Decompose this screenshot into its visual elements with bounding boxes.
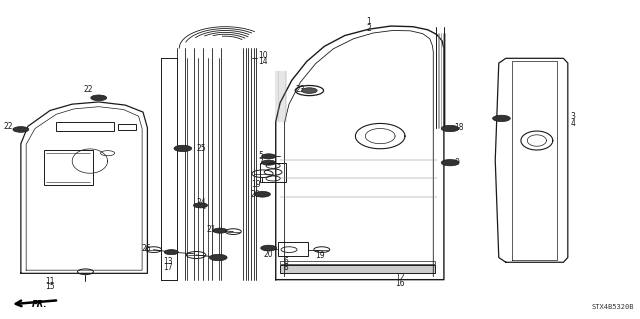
FancyBboxPatch shape xyxy=(260,163,286,182)
Circle shape xyxy=(193,203,207,208)
FancyBboxPatch shape xyxy=(118,124,136,130)
Text: 2: 2 xyxy=(366,24,371,33)
Text: 18: 18 xyxy=(454,123,464,132)
Circle shape xyxy=(493,115,510,122)
Circle shape xyxy=(262,154,276,159)
Text: 17: 17 xyxy=(163,263,173,271)
Text: 20: 20 xyxy=(264,250,273,259)
Text: 14: 14 xyxy=(258,57,268,66)
Text: STX4B5320B: STX4B5320B xyxy=(592,304,634,310)
Circle shape xyxy=(260,245,276,251)
Text: 9: 9 xyxy=(454,158,460,167)
Text: 25: 25 xyxy=(196,144,205,153)
Circle shape xyxy=(262,160,276,165)
Circle shape xyxy=(13,127,29,132)
Text: 15: 15 xyxy=(45,282,55,292)
Text: 24: 24 xyxy=(196,198,205,207)
Text: 1: 1 xyxy=(366,18,371,26)
Circle shape xyxy=(441,160,459,166)
Text: 22: 22 xyxy=(3,122,13,131)
Text: 19: 19 xyxy=(315,251,325,260)
Circle shape xyxy=(91,95,107,101)
Circle shape xyxy=(441,125,459,132)
Text: 10: 10 xyxy=(258,51,268,60)
Text: 8: 8 xyxy=(284,263,289,271)
Text: 16: 16 xyxy=(395,279,404,288)
Text: 7: 7 xyxy=(258,158,263,167)
Circle shape xyxy=(301,88,317,93)
Text: 21: 21 xyxy=(207,225,216,234)
Circle shape xyxy=(209,254,227,261)
Circle shape xyxy=(164,250,179,255)
Text: 26: 26 xyxy=(141,243,151,253)
FancyBboxPatch shape xyxy=(280,261,435,264)
Text: 3: 3 xyxy=(570,112,575,121)
Text: 11: 11 xyxy=(45,277,55,286)
Text: 4: 4 xyxy=(570,119,575,128)
Text: 23: 23 xyxy=(295,85,305,94)
Circle shape xyxy=(255,191,271,197)
Text: 5: 5 xyxy=(258,151,263,160)
Text: 12: 12 xyxy=(395,273,404,282)
Text: 22: 22 xyxy=(83,85,93,94)
Text: FR.: FR. xyxy=(32,300,47,309)
FancyBboxPatch shape xyxy=(44,150,93,185)
FancyBboxPatch shape xyxy=(56,122,114,131)
Text: 13: 13 xyxy=(163,257,173,266)
Text: 19: 19 xyxy=(251,180,260,189)
FancyBboxPatch shape xyxy=(278,242,308,256)
Circle shape xyxy=(213,228,227,233)
Text: 6: 6 xyxy=(284,257,289,266)
Circle shape xyxy=(174,145,191,152)
Text: 20: 20 xyxy=(251,190,260,199)
FancyBboxPatch shape xyxy=(280,265,435,273)
